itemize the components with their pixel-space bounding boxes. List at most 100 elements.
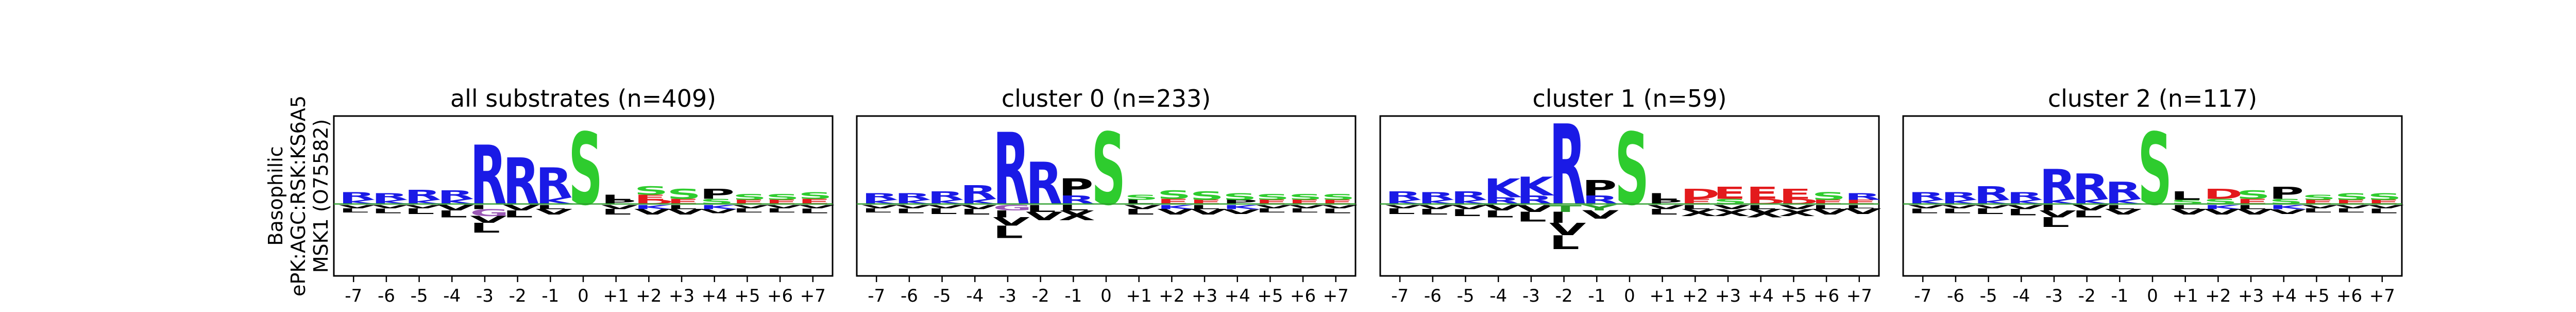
logo-letter-down: L (798, 207, 828, 215)
logo-letter-up: R (1451, 189, 1487, 202)
x-tick-label: +3 (2238, 286, 2264, 306)
logo-letter-down: L (371, 207, 402, 215)
logo-letter-down: L (1451, 207, 1481, 218)
logo-letter-down: V (2334, 204, 2371, 210)
logo-letter-down: V (1648, 204, 1685, 210)
logo-letter-up: S (1190, 189, 1224, 202)
row-label-line-3: MSK1 (O75582) (310, 119, 332, 273)
logo-letter-down: K (1223, 204, 1261, 210)
logo-letter-down: V (1516, 203, 1553, 214)
x-tick-label: -4 (2012, 286, 2030, 306)
x-tick-label: +3 (1715, 286, 1741, 306)
x-tick-label: +1 (2173, 286, 2198, 306)
logo-letter-up: L (601, 193, 632, 202)
logo-letter-down: X (1746, 207, 1783, 220)
logo-letter-down: V (1385, 204, 1422, 210)
logo-letter-down: L (1549, 232, 1580, 254)
logo-letter-up: R (2007, 190, 2043, 202)
logo-letter-up: R (1908, 190, 1945, 202)
x-tick-label: -7 (1914, 286, 1931, 306)
logo-letter-down: K (634, 204, 672, 210)
logo-letter-up: D (2204, 186, 2243, 202)
x-tick-label: -6 (1424, 286, 1442, 306)
logo-letter-down: V (503, 204, 540, 212)
logo-letter-down: L (1941, 207, 1971, 215)
logo-letter-down: V (2367, 204, 2404, 210)
logo-letter-up: S (1615, 112, 1649, 227)
logo-letter-down: V (1190, 208, 1227, 217)
logo-letter-down: L (536, 204, 566, 210)
logo-letter-down: L (1288, 207, 1318, 214)
logo-letter-down: V (470, 214, 507, 225)
x-tick-label: -1 (2111, 286, 2128, 306)
logo-letter-down: L (733, 207, 763, 214)
logo-letter-down: V (634, 208, 671, 217)
x-tick-label: -5 (1980, 286, 1997, 306)
logo-letter-down: L (2072, 208, 2103, 219)
logo-letter-down: V (1451, 204, 1488, 210)
x-tick-label: +4 (2271, 286, 2297, 306)
logo-letter-down: X (1681, 207, 1717, 218)
row-label: Basophilic ePK:AGC:RSK:KS6A5 MSK1 (O7558… (264, 95, 332, 297)
logo-letter-down: V (371, 204, 409, 210)
logo-letter-down: L (2007, 207, 2037, 217)
x-tick-label: +7 (1323, 286, 1349, 306)
x-tick-label: -7 (1391, 286, 1409, 306)
x-tick-label: +1 (1126, 286, 1152, 306)
logo-letter-down: V (2171, 208, 2208, 217)
logo-letter-down: L (960, 208, 991, 217)
logo-letter-up: R (404, 187, 441, 203)
logo-letter-down: V (927, 204, 964, 210)
logo-letter-down: L (1908, 207, 1939, 215)
logo-letter-up: E (1713, 184, 1745, 203)
logo-letter-down: V (2302, 204, 2339, 210)
logo-letter-down: L (601, 208, 632, 217)
x-tick-label: +3 (669, 286, 694, 306)
logo-letter-down: V (1288, 204, 1325, 210)
logo-letter-up: E (634, 193, 667, 202)
logo-letter-down: V (2007, 204, 2044, 210)
logo-letter-down: L (437, 208, 468, 219)
logo-panel-3: cluster 2 (n=117)KRVL-7KRVL-6KRVL-5KRVL-… (1902, 85, 2404, 306)
logo-letter-down: L (667, 204, 697, 210)
logo-letter-down: I (1549, 209, 1567, 226)
logo-panels: all substrates (n=409)KRVL-7KRVL-6KRVL-5… (333, 85, 2404, 306)
x-tick-label: -3 (1522, 286, 1540, 306)
x-tick-label: +6 (1290, 286, 1316, 306)
logo-letter-down: V (1418, 204, 1455, 210)
logo-letter-down: L (2171, 204, 2201, 210)
logo-letter-up: S (2236, 188, 2270, 202)
x-tick-label: -4 (1489, 286, 1507, 306)
logo-letter-down: V (437, 204, 474, 212)
logo-letter-down: V (1026, 210, 1063, 223)
logo-letter-down: L (2236, 204, 2266, 210)
logo-letter-up: S (765, 192, 800, 202)
logo-letter-down: V (667, 208, 704, 217)
logo-letter-down: L (862, 207, 892, 214)
logo-letter-down: V (2105, 208, 2142, 217)
logo-letter-down: V (601, 204, 638, 210)
logo-letter-down: V (1779, 204, 1816, 210)
logo-letter-down: I (2039, 204, 2057, 212)
logo-letter-up: K (1516, 172, 1555, 202)
row-label-line-2: ePK:AGC:RSK:KS6A5 (287, 95, 310, 297)
x-tick-label: -3 (476, 286, 494, 306)
x-tick-label: +5 (1257, 286, 1283, 306)
x-tick-label: +4 (702, 286, 727, 306)
logo-letter-down: L (2105, 204, 2136, 210)
logo-letter-down: X (1779, 207, 1816, 218)
x-tick-label: +1 (603, 286, 629, 306)
x-tick-label: -2 (1555, 286, 1573, 306)
logo-letter-down: Y (1581, 204, 1617, 212)
logo-letter-down: L (1516, 209, 1547, 225)
logo-letter-up: S (667, 186, 701, 202)
logo-letter-down: L (2367, 207, 2398, 215)
logo-letter-up: R (503, 144, 539, 219)
x-tick-label: -3 (2045, 286, 2063, 306)
logo-letter-up: R (437, 188, 474, 202)
logo-letter-down: V (700, 208, 737, 215)
logo-letter-down: L (1321, 207, 1351, 215)
logo-letter-up: P (1582, 176, 1617, 201)
logo-letter-up: E (1746, 184, 1778, 203)
